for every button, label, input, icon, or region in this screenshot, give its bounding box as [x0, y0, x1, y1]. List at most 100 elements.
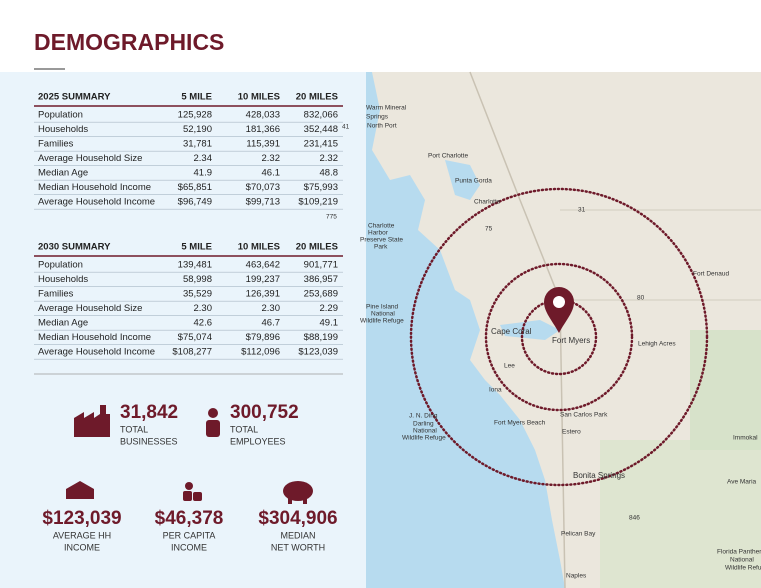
- house-icon: [66, 481, 94, 499]
- stat-label: PER CAPITA: [163, 530, 216, 540]
- person-coins-icon: [185, 482, 193, 490]
- map-label: Florida Panther: [717, 549, 761, 556]
- table-header: 20 MILES: [296, 242, 338, 253]
- table-cell: $75,993: [304, 182, 338, 193]
- row-label: Median Household Income: [38, 332, 151, 343]
- employee-icon: [208, 408, 218, 418]
- table-cell: 49.1: [320, 318, 339, 329]
- person-coins-icon: [193, 492, 202, 501]
- stat-value: $46,378: [155, 508, 224, 529]
- map-label: Cape Coral: [491, 327, 532, 336]
- map-label: Lee: [504, 363, 515, 370]
- business-icon: [74, 405, 110, 437]
- table-cell: 428,033: [246, 110, 280, 121]
- map-label: Pelican Bay: [561, 531, 596, 538]
- map-label: Springs: [366, 114, 389, 121]
- map-label: Charlotte: [368, 223, 395, 230]
- table-cell: 2.32: [320, 153, 339, 164]
- map-label: Charlotte: [474, 199, 501, 206]
- table-cell: 386,957: [304, 274, 338, 285]
- map-label: National: [413, 428, 437, 435]
- piggy-bank-icon: [288, 498, 292, 504]
- page-title: DEMOGRAPHICS: [34, 29, 224, 55]
- table-cell: 2.30: [262, 303, 281, 314]
- stat-label: MEDIAN: [280, 530, 315, 540]
- map-label: Fort Denaud: [693, 271, 730, 278]
- map-label: Warm Mineral: [366, 105, 407, 112]
- stat-label: EMPLOYEES: [230, 436, 286, 446]
- map-label: Harbor: [368, 230, 389, 237]
- table-cell: $88,199: [304, 332, 338, 343]
- map: [366, 71, 761, 588]
- stat-label: NET WORTH: [271, 542, 325, 552]
- table-cell: 901,771: [304, 260, 338, 271]
- table-cell: 42.6: [194, 318, 213, 329]
- stat-label: BUSINESSES: [120, 436, 178, 446]
- table-cell: 46.1: [262, 168, 281, 179]
- table-cell: 181,366: [246, 124, 280, 135]
- table-cell: $96,749: [178, 197, 212, 208]
- map-label: 775: [326, 214, 337, 221]
- map-label: J. N. Ding: [409, 413, 438, 420]
- map-label: Immokal: [733, 435, 758, 442]
- map-label: 31: [578, 207, 586, 214]
- table-cell: 31,781: [183, 139, 212, 150]
- table-cell: 832,066: [304, 110, 338, 121]
- table-header: 5 MILE: [181, 92, 212, 103]
- map-label: Fort Myers: [552, 336, 590, 345]
- piggy-bank-icon: [283, 481, 313, 501]
- stat-label: TOTAL: [120, 424, 148, 434]
- map-label: 75: [485, 226, 493, 233]
- harbor: [445, 160, 480, 200]
- table-cell: $65,851: [178, 182, 212, 193]
- table-cell: 2.30: [194, 303, 213, 314]
- table-header: 5 MILE: [181, 242, 212, 253]
- row-label: Average Household Income: [38, 197, 155, 208]
- map-label: Darling: [413, 421, 434, 428]
- row-label: Families: [38, 289, 74, 300]
- map-label: Park: [374, 244, 388, 251]
- table-header: 10 MILES: [238, 242, 280, 253]
- row-label: Median Age: [38, 318, 88, 329]
- map-label: Pine Island: [366, 304, 399, 311]
- map-label: North Port: [367, 123, 397, 130]
- stat-label: AVERAGE HH: [53, 530, 111, 540]
- road: [560, 209, 761, 301]
- map-label: Preserve State: [360, 237, 403, 244]
- highway: [469, 71, 566, 588]
- map-label: Bonita Springs: [573, 471, 625, 480]
- row-label: Median Household Income: [38, 182, 151, 193]
- row-label: Average Household Size: [38, 153, 142, 164]
- gulf-water: [366, 72, 565, 588]
- row-label: Average Household Income: [38, 347, 155, 358]
- table-cell: 231,415: [304, 139, 338, 150]
- table-cell: 58,998: [183, 274, 212, 285]
- table-header: 10 MILES: [238, 92, 280, 103]
- map-label: National: [371, 311, 395, 318]
- park: [690, 330, 761, 450]
- table-cell: 199,237: [246, 274, 280, 285]
- title-rule: [34, 68, 65, 70]
- table-cell: 35,529: [183, 289, 212, 300]
- table-cell: 2.34: [194, 153, 213, 164]
- piggy-bank-icon: [303, 498, 307, 504]
- table-cell: $75,074: [178, 332, 212, 343]
- table-cell: $99,713: [246, 197, 280, 208]
- table-cell: 2.32: [262, 153, 281, 164]
- map-label: Fort Myers Beach: [494, 420, 546, 427]
- table-cell: 48.8: [320, 168, 339, 179]
- row-label: Families: [38, 139, 74, 150]
- map-label: Lehigh Acres: [638, 341, 676, 348]
- radius-20-mile: [409, 187, 709, 487]
- map-label: Wildlife Refuge: [402, 435, 446, 442]
- table-cell: $70,073: [246, 182, 280, 193]
- map-label: Wildlife Refuge: [725, 565, 761, 572]
- map-label: Port Charlotte: [428, 153, 468, 160]
- map-label: Ave Maria: [727, 479, 757, 486]
- location-pin: [544, 287, 574, 333]
- table-cell: 115,391: [246, 139, 280, 150]
- map-label: Iona: [489, 387, 502, 394]
- table-header: 2030 SUMMARY: [38, 242, 111, 253]
- table-cell: $112,096: [241, 347, 280, 358]
- radius-10-mile: [484, 262, 634, 412]
